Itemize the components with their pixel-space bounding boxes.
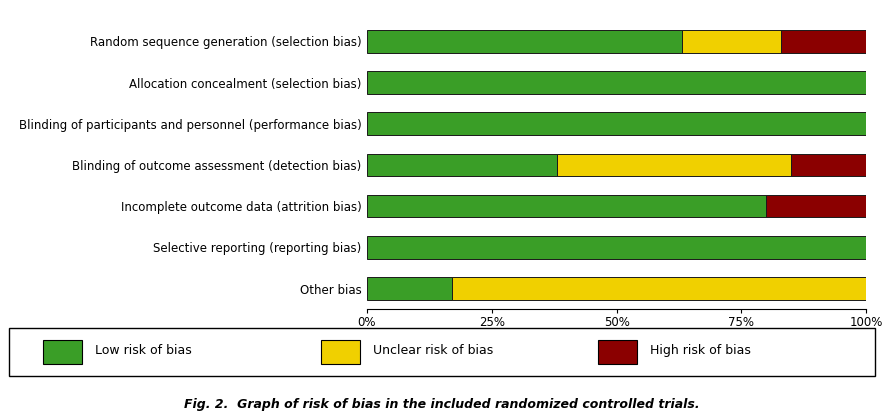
Bar [766,195,866,217]
Bar [367,71,866,94]
FancyBboxPatch shape [321,340,360,364]
Bar [557,154,791,176]
Bar [367,154,557,176]
Text: Low risk of bias: Low risk of bias [95,344,192,357]
Text: Fig. 2.  Graph of risk of bias in the included randomized controlled trials.: Fig. 2. Graph of risk of bias in the inc… [184,398,700,411]
Bar [791,154,866,176]
Bar [452,277,866,300]
Bar [781,30,866,53]
FancyBboxPatch shape [43,340,82,364]
Text: Unclear risk of bias: Unclear risk of bias [373,344,493,357]
Bar [367,236,866,259]
Bar [367,277,452,300]
Bar [367,112,866,135]
Bar [682,30,781,53]
Bar [367,30,682,53]
FancyBboxPatch shape [598,340,637,364]
Bar [367,195,766,217]
Text: High risk of bias: High risk of bias [650,344,751,357]
